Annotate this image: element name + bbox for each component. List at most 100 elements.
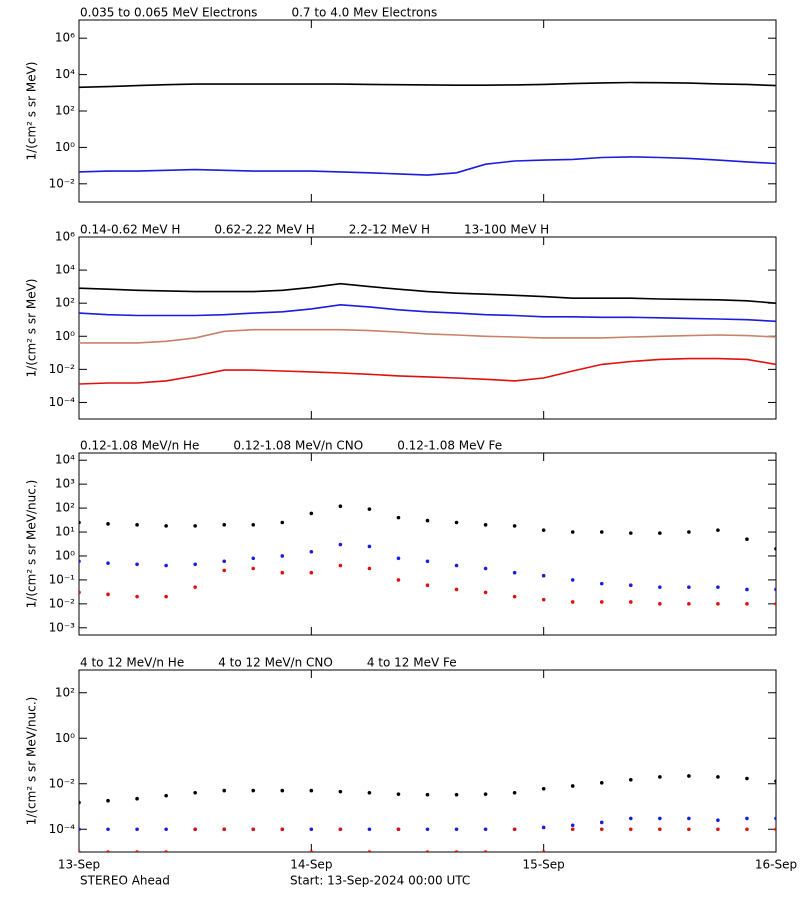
y-tick-label: 10⁻² [49, 362, 76, 376]
y-tick-label: 10⁴ [55, 263, 75, 277]
data-point [454, 563, 459, 568]
data-point [396, 578, 401, 582]
data-point [251, 827, 256, 832]
data-point [193, 791, 197, 795]
data-point [367, 791, 372, 795]
data-point [164, 827, 168, 832]
data-point [454, 827, 459, 832]
data-point [79, 800, 81, 805]
y-tick-label: 10⁴ [55, 67, 75, 81]
data-point [687, 774, 691, 778]
data-point [222, 568, 227, 573]
data-point [454, 520, 459, 525]
data-point [687, 585, 691, 589]
data-point [280, 520, 285, 525]
data-point [164, 850, 168, 852]
data-point [599, 820, 604, 825]
y-tick-label: 10⁴ [55, 453, 75, 467]
data-point [570, 823, 575, 828]
data-point [164, 793, 168, 798]
data-point [367, 507, 372, 511]
data-point [599, 781, 604, 785]
data-point [106, 798, 110, 803]
data-point [512, 827, 517, 832]
data-point [79, 520, 81, 525]
y-tick-label: 10¹ [55, 525, 75, 539]
data-point [135, 850, 139, 852]
data-point [483, 850, 488, 852]
data-point [687, 816, 691, 821]
data-point [135, 796, 139, 801]
data-point [222, 827, 227, 832]
legend-entry: 4 to 12 MeV/n CNO [218, 656, 333, 670]
data-point [251, 523, 256, 527]
y-tick-label: 10⁶ [55, 230, 75, 244]
data-point [658, 827, 662, 832]
data-point [338, 827, 343, 832]
data-point [338, 542, 343, 547]
data-point [716, 585, 720, 589]
data-point [541, 825, 546, 830]
y-tick-label: 10⁰ [55, 548, 75, 562]
data-point [425, 827, 430, 832]
y-tick-label: 10⁻³ [49, 620, 76, 634]
data-point [164, 524, 168, 528]
data-point [309, 549, 314, 554]
data-point [628, 816, 633, 821]
data-point [338, 504, 343, 508]
data-point [396, 827, 401, 832]
data-point [222, 788, 227, 793]
data-point [512, 524, 517, 528]
data-point [541, 573, 546, 578]
data-point [570, 578, 575, 582]
data-point [658, 775, 662, 779]
x-tick-label: 13-Sep [58, 858, 100, 872]
data-point [106, 850, 110, 852]
series-line [79, 81, 776, 89]
y-tick-label: 10³ [55, 477, 75, 491]
data-point [745, 776, 749, 781]
data-point [164, 563, 168, 568]
data-point [687, 602, 691, 606]
data-point [599, 600, 604, 604]
legend-entry: 0.7 to 4.0 Mev Electrons [291, 6, 437, 20]
data-point [251, 556, 256, 561]
data-point [512, 570, 517, 575]
y-tick-label: 10⁻² [49, 776, 76, 790]
series-line [79, 282, 776, 304]
plot-frame [78, 669, 777, 853]
data-point [164, 594, 168, 599]
series-line [79, 156, 776, 176]
data-point [512, 594, 517, 599]
y-tick-label: 10⁻² [49, 176, 76, 190]
y-axis-label: 1/(cm² s sr MeV/nuc.) [25, 480, 39, 609]
data-point [396, 792, 401, 796]
data-point [774, 587, 776, 592]
data-point [774, 816, 776, 821]
data-point [628, 600, 633, 604]
data-point [774, 546, 776, 551]
data-point [79, 850, 81, 852]
data-point [79, 559, 81, 564]
data-point [628, 827, 633, 832]
data-point [106, 522, 110, 526]
footer-start: Start: 13-Sep-2024 00:00 UTC [290, 874, 470, 888]
data-point [135, 562, 139, 567]
data-point [774, 827, 776, 832]
data-point [599, 581, 604, 586]
data-point [716, 818, 720, 822]
data-point [309, 850, 314, 852]
y-tick-label: 10⁻¹ [49, 572, 76, 586]
data-point [716, 775, 720, 779]
y-axis-label: 1/(cm² s sr MeV) [25, 62, 39, 161]
data-point [193, 585, 197, 589]
y-tick-label: 10² [55, 296, 75, 310]
legend-entry: 2.2-12 MeV H [349, 223, 430, 237]
data-point [570, 530, 575, 534]
series-line [79, 303, 776, 323]
x-tick-label: 14-Sep [290, 858, 332, 872]
data-point [687, 530, 691, 534]
data-point [396, 515, 401, 520]
data-point [338, 789, 343, 794]
data-point [106, 592, 110, 597]
